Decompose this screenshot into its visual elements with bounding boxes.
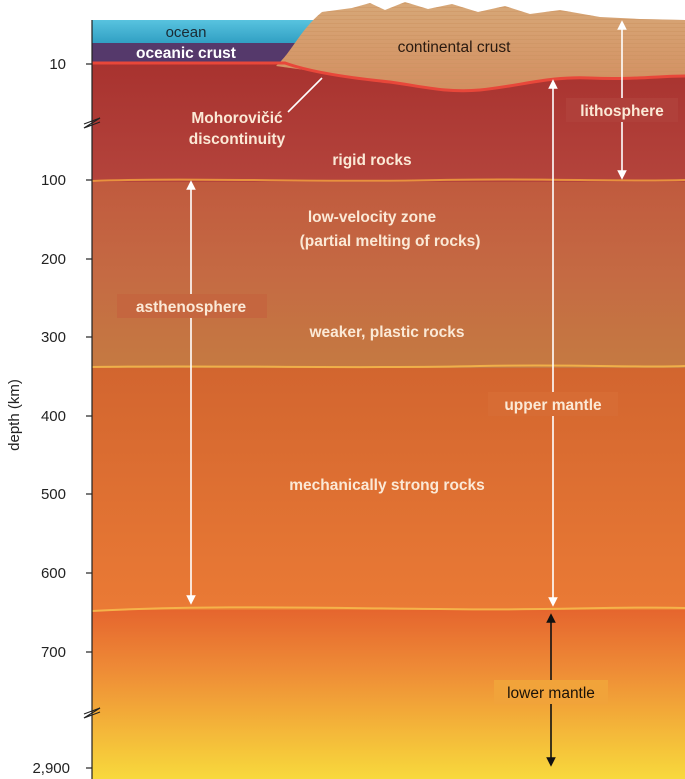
- tick-label-500: 500: [41, 486, 66, 503]
- depth-ticks: [86, 63, 92, 769]
- axis-break-upper: [83, 117, 101, 129]
- tick-label-2900: 2,900: [32, 760, 70, 777]
- strong-rocks-label: mechanically strong rocks: [289, 477, 485, 494]
- tick-label-200: 200: [41, 251, 66, 268]
- tick-label-400: 400: [41, 408, 66, 425]
- axis-break-lower: [83, 707, 101, 719]
- lithosphere-label-bg: [566, 98, 678, 122]
- tick-label-300: 300: [41, 329, 66, 346]
- upper-lower-mantle-boundary: [91, 606, 685, 612]
- continental-crust-texture: [276, 2, 685, 91]
- tick-label-100: 100: [41, 172, 66, 189]
- moho-label-line1: Mohorovičić: [191, 110, 283, 127]
- plastic-rocks-label: weaker, plastic rocks: [308, 324, 464, 341]
- asthenosphere-label-bg: [117, 294, 267, 318]
- upper-mantle-label: upper mantle: [504, 397, 602, 414]
- moho-pointer-line: [287, 77, 323, 113]
- asthenosphere-upper-mantle-boundary: [91, 364, 685, 369]
- rigid-rocks-label: rigid rocks: [332, 152, 411, 169]
- tick-label-700: 700: [41, 644, 66, 661]
- low-velocity-zone-label: low-velocity zone: [308, 209, 437, 226]
- lithosphere-label: lithosphere: [580, 103, 664, 120]
- tick-label-10: 10: [49, 56, 66, 73]
- oceanic-crust-layer: [92, 43, 300, 63]
- lower-mantle-label: lower mantle: [507, 685, 595, 702]
- lower-mantle-label-bg: [494, 680, 608, 704]
- tick-label-600: 600: [41, 565, 66, 582]
- moho-label-line2: discontinuity: [189, 131, 286, 148]
- asthenosphere-label: asthenosphere: [136, 299, 247, 316]
- depth-axis-title: depth (km): [6, 379, 23, 451]
- ocean-label: ocean: [166, 24, 207, 41]
- partial-melting-label: (partial melting of rocks): [300, 233, 481, 250]
- depth-tick-labels: 10 100 200 300 400 500 600 700 2,900: [32, 56, 70, 777]
- continental-crust-label: continental crust: [398, 39, 512, 56]
- oceanic-crust-label: oceanic crust: [136, 45, 236, 62]
- upper-mantle-label-bg: [488, 392, 618, 416]
- lithosphere-asthenosphere-boundary: [91, 178, 685, 182]
